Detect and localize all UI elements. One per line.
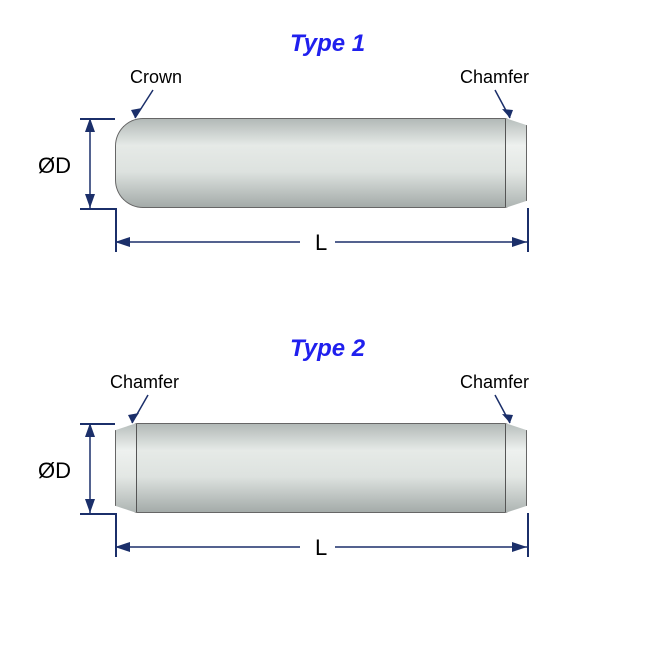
type2-dim-L-arrows (0, 0, 670, 670)
type2-dim-L-label: L (315, 535, 327, 561)
diagram-canvas: Type 1 Crown Chamfer ØD L Type 2 Chamfe (0, 0, 670, 670)
